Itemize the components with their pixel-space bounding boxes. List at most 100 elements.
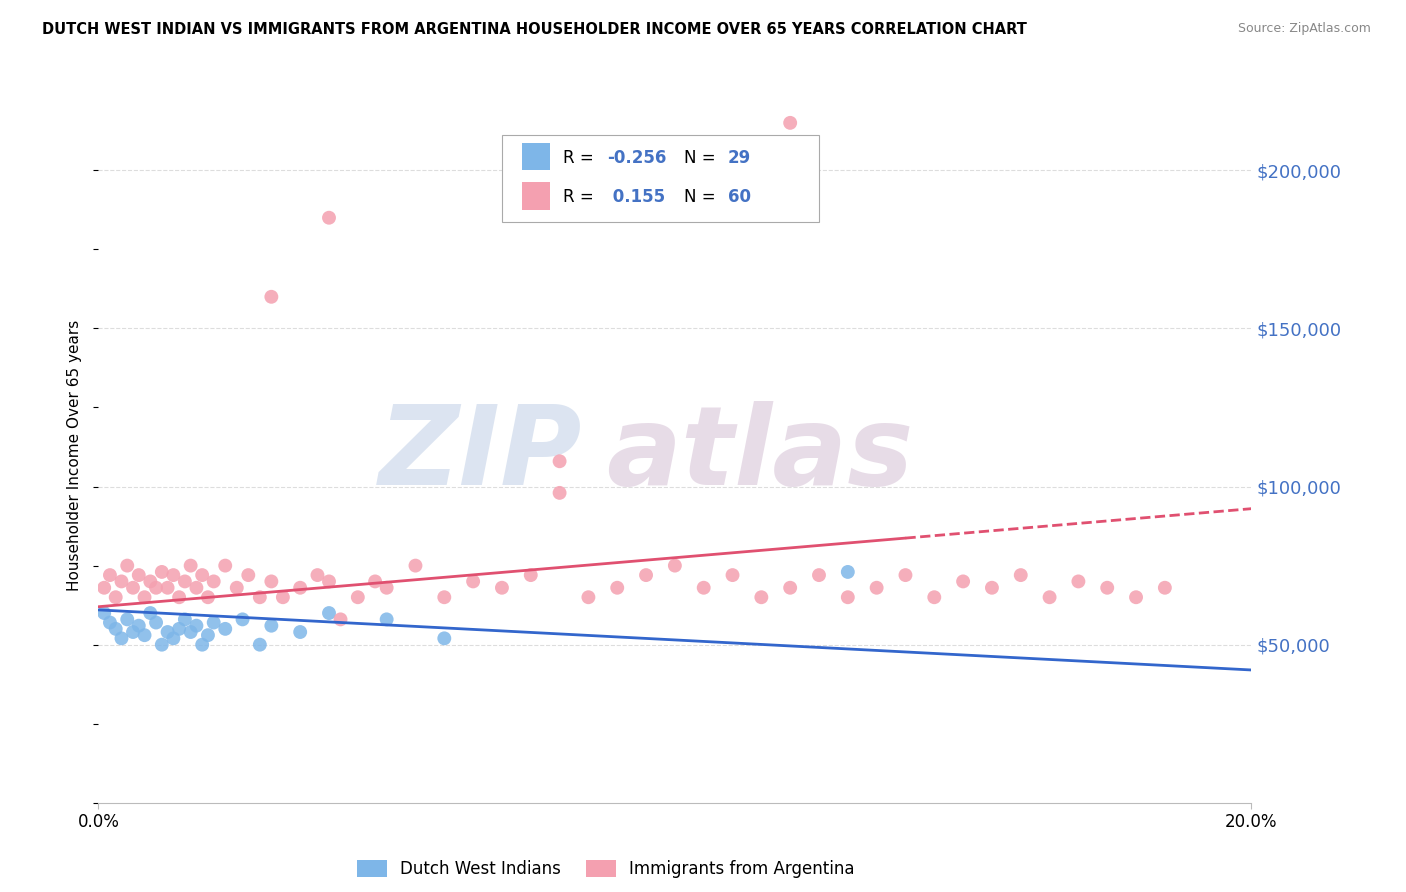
Point <box>174 612 197 626</box>
Point <box>578 591 600 605</box>
Point <box>260 618 283 632</box>
Point <box>290 581 312 595</box>
Point <box>1038 591 1062 605</box>
Point <box>318 574 340 589</box>
Point <box>520 568 543 582</box>
Point <box>375 581 398 595</box>
Point <box>150 638 173 652</box>
Point <box>98 568 121 582</box>
Point <box>180 558 202 573</box>
Point <box>214 558 236 573</box>
Text: Source: ZipAtlas.com: Source: ZipAtlas.com <box>1237 22 1371 36</box>
Point <box>145 615 167 630</box>
Point <box>122 625 145 640</box>
Point <box>307 568 329 582</box>
Point <box>134 591 156 605</box>
Point <box>779 581 801 595</box>
Text: N =: N = <box>685 188 721 206</box>
FancyBboxPatch shape <box>522 182 550 210</box>
Point <box>922 591 945 605</box>
Point <box>104 622 127 636</box>
Point <box>837 565 859 579</box>
Point <box>197 628 219 642</box>
Point <box>167 622 190 636</box>
Text: DUTCH WEST INDIAN VS IMMIGRANTS FROM ARGENTINA HOUSEHOLDER INCOME OVER 65 YEARS : DUTCH WEST INDIAN VS IMMIGRANTS FROM ARG… <box>42 22 1026 37</box>
Text: 0.155: 0.155 <box>607 188 665 206</box>
Point <box>191 568 214 582</box>
Point <box>1153 581 1175 595</box>
Point <box>186 581 208 595</box>
Point <box>145 581 167 595</box>
Point <box>751 591 773 605</box>
Text: 29: 29 <box>728 149 751 167</box>
Point <box>779 116 801 130</box>
Point <box>329 612 352 626</box>
Point <box>433 632 456 646</box>
Point <box>433 591 456 605</box>
Point <box>318 211 340 225</box>
Point <box>548 454 571 468</box>
Legend: Dutch West Indians, Immigrants from Argentina: Dutch West Indians, Immigrants from Arge… <box>350 854 862 885</box>
Point <box>260 574 283 589</box>
Text: atlas: atlas <box>606 401 912 508</box>
Point <box>191 638 214 652</box>
Point <box>150 565 173 579</box>
Point <box>214 622 236 636</box>
Point <box>180 625 202 640</box>
Point <box>375 612 398 626</box>
Y-axis label: Householder Income Over 65 years: Householder Income Over 65 years <box>67 319 83 591</box>
Point <box>93 606 115 620</box>
Point <box>461 574 484 589</box>
Point <box>981 581 1004 595</box>
Point <box>249 638 271 652</box>
Text: -0.256: -0.256 <box>607 149 666 167</box>
Point <box>491 581 513 595</box>
Point <box>238 568 260 582</box>
Point <box>117 612 139 626</box>
Point <box>346 591 368 605</box>
Point <box>162 632 184 646</box>
Point <box>128 568 150 582</box>
Point <box>952 574 974 589</box>
Point <box>139 606 162 620</box>
Point <box>636 568 658 582</box>
FancyBboxPatch shape <box>502 135 818 222</box>
Point <box>894 568 917 582</box>
Point <box>93 581 115 595</box>
Point <box>837 591 859 605</box>
Point <box>128 618 150 632</box>
Point <box>104 591 127 605</box>
Point <box>260 290 283 304</box>
Text: 60: 60 <box>728 188 751 206</box>
Point <box>197 591 219 605</box>
Point <box>548 486 571 500</box>
Point <box>693 581 716 595</box>
Point <box>156 625 179 640</box>
Point <box>139 574 162 589</box>
Text: R =: R = <box>562 149 599 167</box>
Point <box>249 591 271 605</box>
Point <box>117 558 139 573</box>
Point <box>664 558 686 573</box>
Point <box>1010 568 1032 582</box>
Point <box>225 581 247 595</box>
Point <box>405 558 427 573</box>
Point <box>1125 591 1147 605</box>
Point <box>318 606 340 620</box>
Point <box>98 615 121 630</box>
FancyBboxPatch shape <box>522 143 550 170</box>
Point <box>202 615 225 630</box>
Text: ZIP: ZIP <box>380 401 582 508</box>
Point <box>134 628 156 642</box>
Point <box>156 581 179 595</box>
Point <box>167 591 190 605</box>
Point <box>807 568 830 582</box>
Text: R =: R = <box>562 188 599 206</box>
Point <box>290 625 312 640</box>
Point <box>110 632 132 646</box>
Point <box>162 568 184 582</box>
Point <box>1067 574 1090 589</box>
Point <box>186 618 208 632</box>
Point <box>364 574 387 589</box>
Point <box>1097 581 1119 595</box>
